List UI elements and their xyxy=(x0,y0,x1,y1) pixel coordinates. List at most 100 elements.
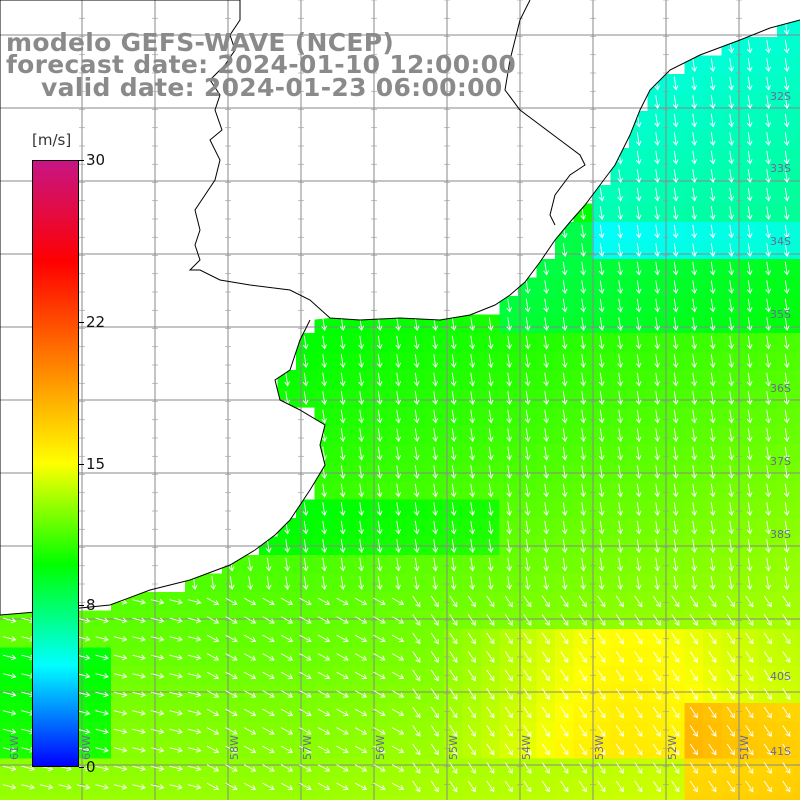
wind-arrow-shaft xyxy=(225,727,238,735)
wind-arrow-head xyxy=(598,196,605,202)
wind-arrow-shaft xyxy=(373,764,386,772)
wind-arrow-head xyxy=(746,159,753,165)
wind-arrow-shaft xyxy=(560,762,569,774)
wind-arrow-shaft xyxy=(692,280,696,294)
wind-arrow-shaft xyxy=(262,634,275,642)
wind-arrow-shaft xyxy=(433,483,437,497)
wind-arrow-head xyxy=(765,492,772,498)
wind-arrow-head xyxy=(213,655,220,661)
wind-arrow-shaft xyxy=(488,539,492,553)
wind-arrow-head xyxy=(380,637,386,643)
wind-arrow-shaft xyxy=(578,614,587,626)
wind-arrow-shaft xyxy=(599,502,603,516)
wind-arrow-shaft xyxy=(132,673,146,678)
wind-arrow-head xyxy=(637,638,643,645)
wind-arrow-shaft xyxy=(391,745,404,753)
wind-arrow-shaft xyxy=(525,317,529,331)
wind-speed-cell xyxy=(795,314,800,334)
wind-arrow-head xyxy=(728,584,735,591)
wind-arrow-shaft xyxy=(336,616,349,624)
wind-arrow-shaft xyxy=(523,614,532,626)
wind-arrow-head xyxy=(691,288,698,295)
wind-arrow-shaft xyxy=(354,745,367,753)
wind-arrow-head xyxy=(765,270,772,276)
wind-arrow-head xyxy=(228,566,235,572)
wind-arrow-head xyxy=(580,233,587,239)
wind-arrow-shaft xyxy=(618,557,622,571)
wind-arrow-head xyxy=(507,657,513,663)
wind-arrow-shaft xyxy=(340,502,344,516)
wind-arrow-shaft xyxy=(562,576,566,590)
wind-arrow-shaft xyxy=(525,409,529,423)
wind-arrow-shaft xyxy=(673,280,677,294)
wind-arrow-shaft xyxy=(689,688,698,700)
wind-arrow-head xyxy=(618,675,624,682)
wind-arrow-shaft xyxy=(414,576,418,590)
wind-arrow-shaft xyxy=(784,132,788,146)
wind-arrow-shaft xyxy=(488,409,492,423)
longitude-label: 51W xyxy=(738,735,751,760)
wind-arrow-head xyxy=(415,694,421,700)
wind-arrow-shaft xyxy=(507,520,511,534)
wind-arrow-shaft xyxy=(486,706,495,718)
wind-speed-cell xyxy=(795,185,800,205)
wind-arrow-head xyxy=(487,344,494,350)
wind-arrow-shaft xyxy=(336,782,349,790)
wind-arrow-shaft xyxy=(433,502,437,516)
wind-arrow-head xyxy=(489,786,495,793)
wind-arrow-shaft xyxy=(451,465,455,479)
wind-arrow-head xyxy=(524,325,531,332)
wind-arrow-head xyxy=(324,785,331,791)
wind-arrow-head xyxy=(433,731,439,737)
wind-arrow-head xyxy=(600,749,606,756)
wind-arrow-shaft xyxy=(784,428,788,442)
wind-arrow-shaft xyxy=(470,465,474,479)
wind-arrow-head xyxy=(691,159,698,165)
wind-arrow-head xyxy=(84,617,91,624)
wind-arrow-head xyxy=(321,547,328,554)
land-polygon xyxy=(0,0,800,615)
wind-arrow-head xyxy=(580,214,587,221)
wind-arrow-head xyxy=(654,325,661,332)
wind-arrow-head xyxy=(487,510,494,517)
wind-arrow-shaft xyxy=(113,617,127,622)
wind-arrow-head xyxy=(433,675,439,682)
wind-arrow-shaft xyxy=(504,762,513,774)
wind-arrow-head xyxy=(654,473,661,480)
wind-arrow-head xyxy=(728,159,735,165)
wind-arrow-head xyxy=(339,325,346,332)
wind-arrow-head xyxy=(10,654,17,661)
wind-arrow-shaft xyxy=(523,632,532,644)
wind-arrow-head xyxy=(748,694,754,700)
wind-arrow-head xyxy=(487,325,494,332)
wind-arrow-shaft xyxy=(710,576,714,590)
wind-arrow-head xyxy=(692,768,698,774)
wind-arrow-shaft xyxy=(336,671,349,679)
wind-arrow-shaft xyxy=(377,391,381,405)
wind-arrow-shaft xyxy=(359,354,363,368)
wind-arrow-head xyxy=(376,418,383,424)
wind-arrow-head xyxy=(361,748,368,754)
wind-arrow-shaft xyxy=(544,354,548,368)
wind-arrow-head xyxy=(637,601,643,608)
wind-arrow-head xyxy=(746,436,753,443)
wind-arrow-head xyxy=(580,251,587,258)
wind-arrow-head xyxy=(783,362,790,369)
wind-arrow-head xyxy=(783,492,790,498)
wind-arrow-head xyxy=(654,566,661,572)
wind-arrow-shaft xyxy=(359,391,363,405)
wind-arrow-shaft xyxy=(671,762,680,774)
wind-arrow-shaft xyxy=(225,782,238,790)
wind-arrow-shaft xyxy=(541,632,550,644)
wind-arrow-head xyxy=(450,362,457,369)
wind-arrow-head xyxy=(324,674,331,680)
wind-arrow-head xyxy=(524,418,531,424)
wind-arrow-head xyxy=(618,601,624,608)
wind-arrow-head xyxy=(617,492,624,498)
wind-arrow-head xyxy=(654,233,661,239)
wind-arrow-shaft xyxy=(599,539,603,553)
wind-arrow-head xyxy=(672,566,679,572)
wind-arrow-shaft xyxy=(211,576,215,590)
wind-arrow-shaft xyxy=(562,224,566,238)
wind-arrow-shaft xyxy=(708,669,717,681)
